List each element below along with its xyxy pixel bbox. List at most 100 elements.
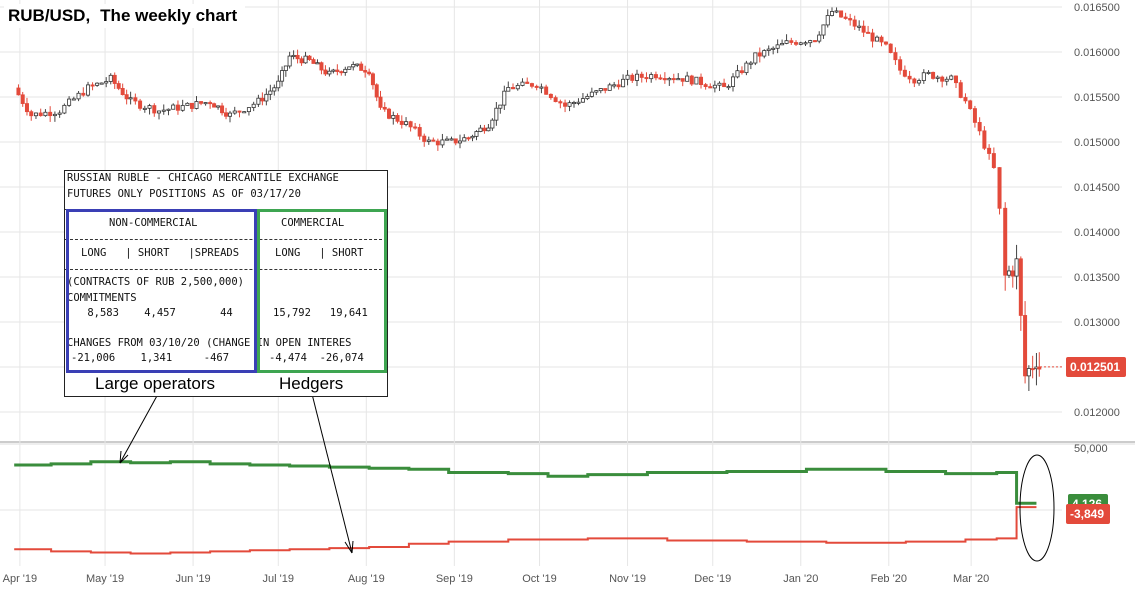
candle-body	[426, 139, 431, 142]
candle-body	[299, 58, 304, 64]
candle-body	[883, 41, 888, 45]
candle-body	[520, 81, 525, 86]
candle-body	[515, 85, 520, 90]
candle-body	[726, 86, 731, 89]
candle-body	[972, 108, 977, 123]
candle-body	[482, 127, 487, 132]
candle-body	[717, 82, 722, 86]
candle-body	[276, 80, 281, 89]
candle-body	[458, 140, 463, 144]
c-columns: LONG | SHORT	[275, 247, 364, 259]
candle-body	[917, 80, 922, 84]
candle-body	[124, 94, 129, 100]
candle-body	[662, 78, 667, 81]
candle-body	[417, 127, 422, 137]
candle-body	[685, 75, 690, 82]
report-line-1: RUSSIAN RUBLE - CHICAGO MERCANTILE EXCHA…	[67, 172, 339, 184]
commit-values-nc: 8,583 4,457 44	[81, 307, 233, 319]
candle-body	[843, 16, 848, 19]
candle-body	[639, 73, 644, 78]
candle-body	[175, 104, 180, 111]
candle-body	[834, 10, 839, 13]
candle-body	[870, 32, 875, 42]
candle-body	[703, 84, 708, 87]
x-tick-label: Jun '19	[176, 573, 211, 585]
candle-body	[784, 40, 789, 44]
y-tick-label: 0.015500	[1074, 92, 1120, 104]
candle-body	[343, 68, 348, 73]
candle-body	[902, 69, 907, 77]
candle-body	[775, 44, 780, 49]
candle-body	[848, 18, 853, 21]
candle-body	[935, 76, 940, 79]
y-tick-label: 0.015000	[1074, 137, 1120, 149]
candle-body	[67, 98, 72, 106]
candle-body	[739, 70, 744, 74]
changes-line: CHANGES FROM 03/10/20 (CHANGE IN OPEN IN…	[67, 337, 352, 349]
candle-body	[232, 110, 237, 114]
candle-body	[295, 54, 300, 60]
candle-body	[529, 83, 534, 87]
candle-body	[38, 112, 43, 117]
candle-body	[404, 121, 409, 125]
change-values-nc: -21,006 1,341 -467	[71, 352, 230, 364]
candle-body	[256, 97, 261, 105]
candle-body	[502, 90, 507, 106]
time-axis: Apr '19 May '19 Jun '19 Jul '19 Aug '19 Sep '…	[3, 573, 990, 585]
candle-body	[323, 69, 328, 75]
candle-body	[921, 72, 926, 81]
candle-body	[839, 10, 844, 18]
candle-body	[29, 111, 34, 117]
x-tick-label: May '19	[86, 573, 124, 585]
commercial-header: COMMERCIAL	[281, 217, 345, 229]
candle-body	[399, 120, 404, 125]
candle-body	[861, 25, 866, 33]
candle-body	[748, 62, 753, 65]
candle-body	[852, 19, 857, 27]
highlight-ellipse	[1019, 454, 1055, 562]
noncommercial-box	[66, 209, 257, 373]
candle-body	[57, 112, 62, 115]
candle-body	[157, 110, 162, 114]
candle-body	[327, 70, 332, 75]
x-tick-label: Sep '19	[436, 573, 473, 585]
candle-body	[1026, 368, 1031, 377]
hedgers-line	[14, 460, 1037, 505]
divider	[65, 239, 387, 240]
candle-body	[1037, 366, 1042, 370]
candle-body	[866, 31, 871, 34]
candle-body	[387, 108, 392, 119]
y-tick-label: 0.016500	[1074, 2, 1120, 14]
candle-body	[722, 82, 727, 88]
commercial-box	[257, 209, 387, 373]
candle-body	[644, 77, 649, 80]
candle-body	[762, 50, 767, 57]
change-values-c: -4,474 -26,074	[269, 352, 364, 364]
candle-body	[99, 82, 104, 85]
candle-body	[987, 147, 992, 154]
candle-body	[291, 54, 296, 57]
candle-body	[997, 167, 1002, 209]
large-operators-last-badge: -3,849	[1066, 504, 1111, 524]
candle-body	[90, 84, 95, 87]
candle-body	[926, 71, 931, 74]
candle-body	[466, 137, 471, 140]
candle-body	[16, 87, 21, 96]
candle-body	[280, 70, 285, 82]
candle-body	[199, 101, 204, 104]
candle-body	[20, 94, 25, 104]
candle-body	[539, 86, 544, 89]
x-tick-label: Nov '19	[609, 573, 646, 585]
candle-body	[33, 112, 38, 117]
candle-body	[224, 112, 229, 117]
candle-body	[272, 87, 277, 92]
candle-body	[616, 84, 621, 88]
commit-values-c: 15,792 19,641	[273, 307, 368, 319]
candle-body	[958, 82, 963, 98]
candle-body	[194, 101, 199, 109]
candle-body	[621, 78, 626, 88]
candle-body	[478, 127, 483, 132]
candle-body	[311, 59, 316, 64]
candle-body	[76, 92, 81, 100]
candle-body	[391, 115, 396, 119]
